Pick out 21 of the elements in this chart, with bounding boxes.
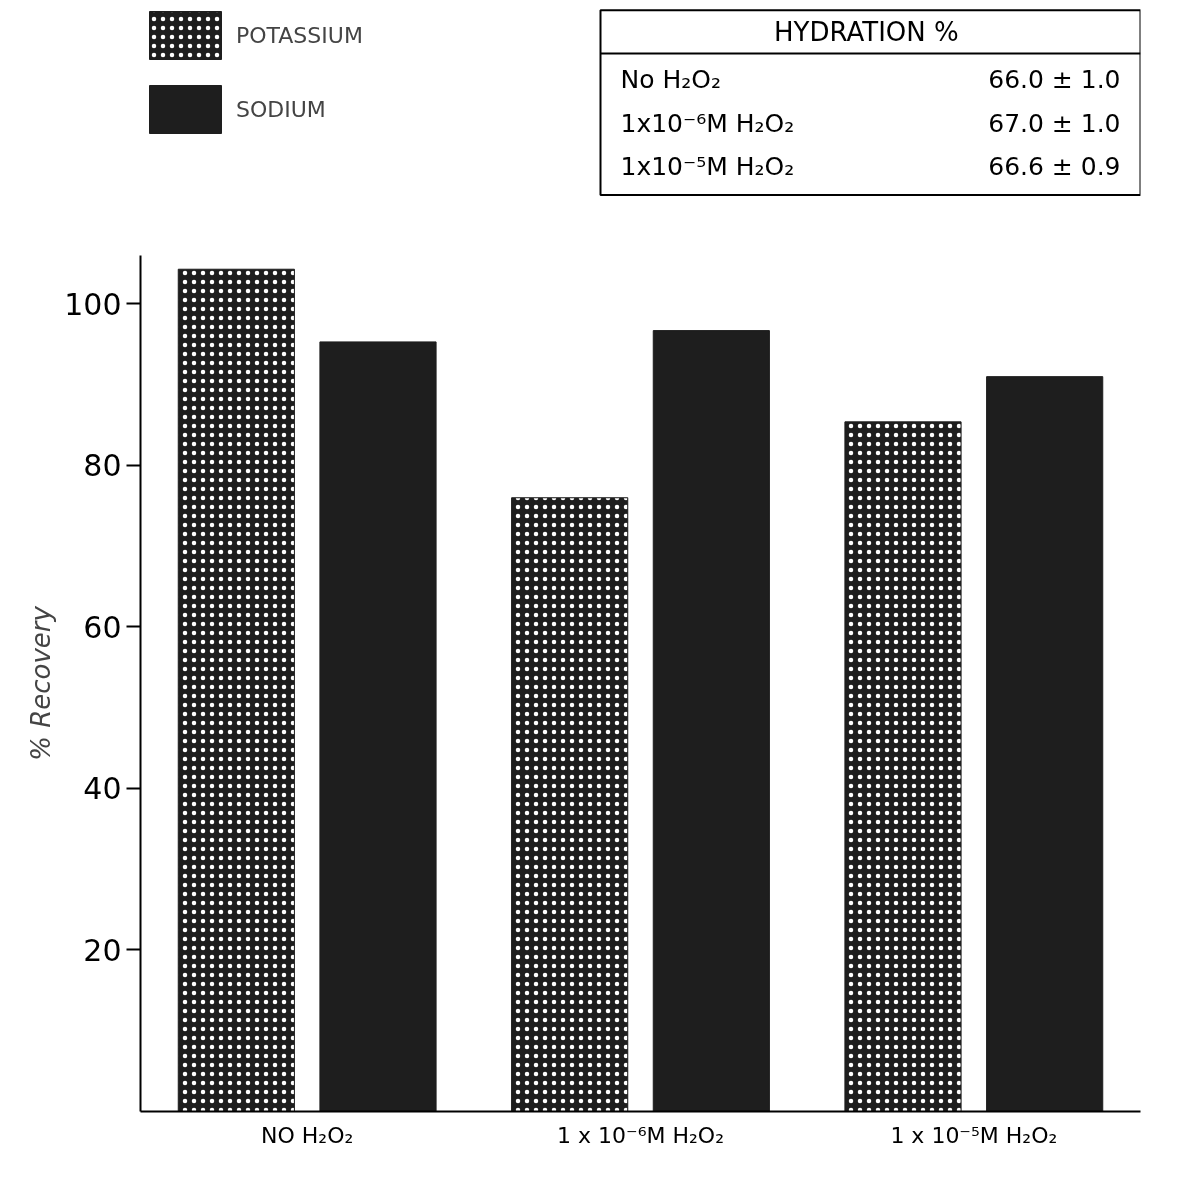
text: 1x10⁻⁵M H₂O₂ — [620, 151, 795, 181]
legend-label: POTASSIUM — [236, 22, 363, 48]
y-tick-label: 20 — [83, 932, 122, 968]
y-tick-label: 60 — [83, 609, 122, 645]
bar — [652, 330, 770, 1112]
text: 66.6 ± 0.9 — [988, 151, 1121, 181]
x-tick-label: 1 x 10⁻⁵M H₂O₂ — [890, 1122, 1058, 1148]
y-tick-label: 100 — [64, 286, 122, 322]
x-tick-label: 1 x 10⁻⁶M H₂O₂ — [557, 1122, 724, 1148]
text: 1x10⁻⁶M H₂O₂ — [620, 108, 795, 138]
bar — [319, 341, 437, 1112]
x-tick-label: NO H₂O₂ — [261, 1122, 354, 1148]
text: 67.0 ± 1.0 — [988, 108, 1121, 138]
bar — [986, 376, 1104, 1112]
legend-label: SODIUM — [236, 96, 326, 122]
text: 66.0 ± 1.0 — [988, 65, 1121, 95]
text: No H₂O₂ — [620, 65, 721, 95]
y-axis-title: % Recovery — [26, 605, 57, 761]
y-tick-label: 80 — [83, 448, 122, 484]
text: HYDRATION % — [774, 16, 959, 47]
y-tick-label: 40 — [83, 771, 122, 807]
